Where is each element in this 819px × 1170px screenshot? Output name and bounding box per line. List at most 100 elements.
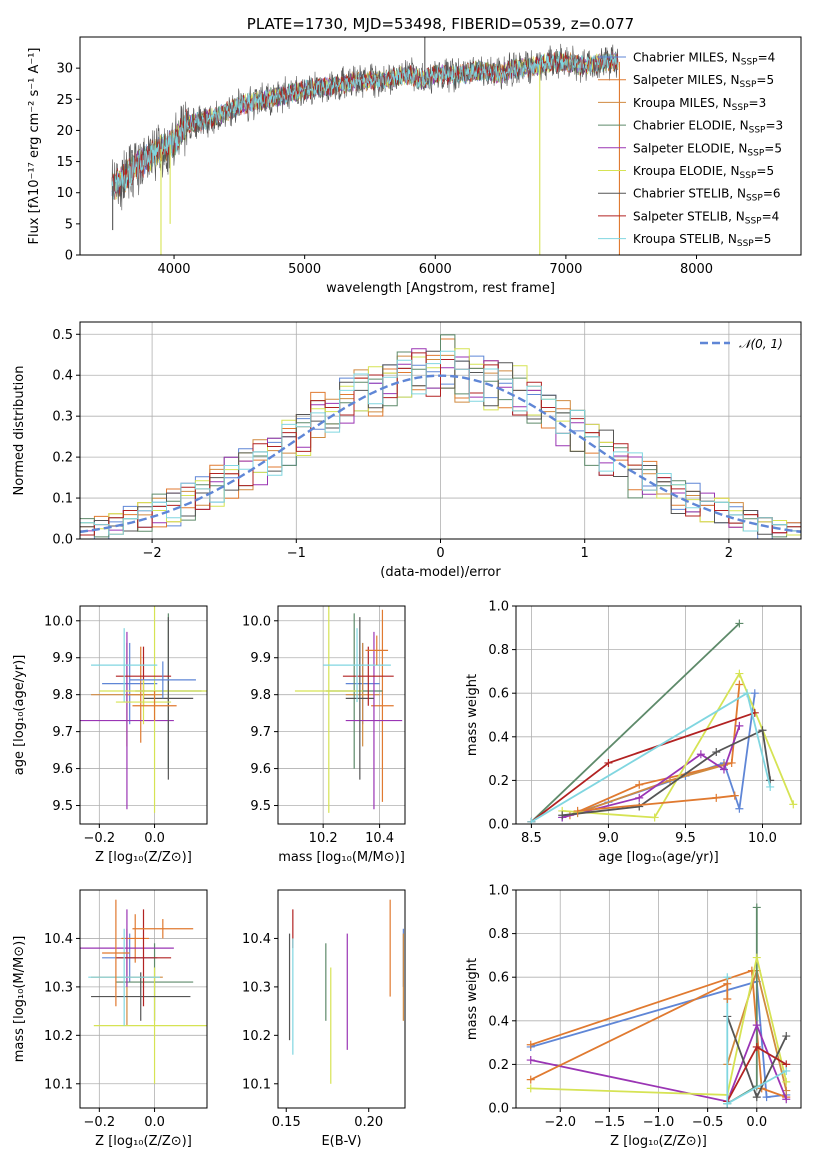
legend-entry: Chabrier STELIB, NSSP=6 <box>598 187 781 204</box>
x-tick-label: 10.2 <box>309 831 338 846</box>
weight-point <box>735 680 744 689</box>
legend-entry: Chabrier ELODIE, NSSP=3 <box>598 119 783 136</box>
y-axis-label: Flux [fλ10⁻¹⁷ erg cm⁻² s⁻¹ A⁻¹] <box>27 48 42 245</box>
x-tick-label: 1 <box>581 546 589 561</box>
panel-weight-vs-z: −2.0 −1.5 −1.0 −0.5 0.0 0.0 0.2 0.4 0.6 0.8 1.0 Z [… <box>465 884 802 1149</box>
y-tick-label: 10 <box>56 186 73 201</box>
legend-label: Salpeter MILES, NSSP=5 <box>633 73 774 90</box>
legend-label: Salpeter ELODIE, NSSP=5 <box>633 141 782 158</box>
y-tick-label: 10.0 <box>242 614 271 629</box>
panel-mass-vs-z: −0.2 0.0 10.1 10.2 10.3 10.4 Z [log₁₀(Z/Z⊙)] ma… <box>12 889 208 1149</box>
y-tick-label: 20 <box>56 124 73 139</box>
plot-area <box>527 619 798 824</box>
x-tick-label: −1.0 <box>643 1115 675 1130</box>
x-tick-label: −2 <box>143 546 162 561</box>
y-tick-label: 0.4 <box>52 369 73 384</box>
x-axis-label: Z [log₁₀(Z/Z⊙)] <box>95 850 192 865</box>
y-tick-label: 0.6 <box>488 971 509 986</box>
y-tick-label: 10.4 <box>44 932 73 947</box>
weight-point <box>666 776 675 785</box>
weight-point <box>723 979 732 988</box>
x-tick-label: −1.5 <box>594 1115 626 1130</box>
x-tick-label: 10.4 <box>365 831 394 846</box>
y-tick-label: 1.0 <box>488 884 509 899</box>
panel-mass-vs-ebv: 0.15 0.20 10.1 10.2 10.3 10.4 E(B-V) <box>242 889 406 1149</box>
weight-point <box>723 995 732 1003</box>
y-tick-label: 9.7 <box>52 725 73 740</box>
y-tick-label: 0.2 <box>488 1058 509 1073</box>
plot-area <box>80 334 801 539</box>
weight-point <box>635 780 644 789</box>
weight-point <box>719 765 728 774</box>
x-axis-label: age [log₁₀(age/yr)] <box>598 850 719 865</box>
y-tick-label: 9.7 <box>250 725 271 740</box>
x-tick-label: 0.0 <box>746 1115 767 1130</box>
weight-point <box>758 726 767 735</box>
x-axis-label: mass [log₁₀(M/M⊙)] <box>278 850 405 865</box>
legend-label: Chabrier STELIB, NSSP=6 <box>633 187 781 204</box>
weight-point <box>782 1077 791 1086</box>
weight-point <box>752 1093 761 1102</box>
weight-point <box>752 1021 761 1030</box>
weight-point <box>782 1066 791 1075</box>
y-tick-label: 10.3 <box>44 980 73 995</box>
weight-point <box>750 689 759 698</box>
y-tick-label: 15 <box>56 155 73 170</box>
weight-line <box>530 957 788 1096</box>
y-tick-label: 0.5 <box>52 328 73 343</box>
weight-point <box>723 1099 732 1108</box>
weight-point <box>526 1084 535 1093</box>
legend-label: Chabrier ELODIE, NSSP=3 <box>633 119 783 136</box>
y-tick-label: 9.5 <box>250 799 271 814</box>
weight-point <box>573 806 582 815</box>
y-tick-label: 1.0 <box>488 600 509 615</box>
y-tick-label: 9.8 <box>52 688 73 703</box>
y-tick-label: 0.8 <box>488 643 509 658</box>
plot-area <box>80 606 207 813</box>
x-tick-label: 2 <box>725 546 733 561</box>
legend-entry: Kroupa MILES, NSSP=3 <box>598 96 766 113</box>
x-axis-label: E(B-V) <box>321 1134 361 1149</box>
legend: Chabrier MILES, NSSP=4 Salpeter MILES, NS… <box>598 51 783 249</box>
x-tick-label: 0.15 <box>272 1115 301 1130</box>
y-tick-label: 9.5 <box>52 799 73 814</box>
legend-entry: Kroupa STELIB, NSSP=5 <box>598 232 771 249</box>
y-tick-label: 0.1 <box>52 492 73 507</box>
y-axis-label: mass [log₁₀(M/M⊙)] <box>12 936 27 1063</box>
weight-point <box>752 953 761 962</box>
legend-entry: Salpeter ELODIE, NSSP=5 <box>598 141 782 158</box>
x-tick-label: 0 <box>436 546 444 561</box>
weight-point <box>782 1095 791 1104</box>
legend-label: Kroupa ELODIE, NSSP=5 <box>633 164 774 181</box>
x-tick-label: −2.0 <box>544 1115 576 1130</box>
x-tick-label: −0.2 <box>84 831 116 846</box>
chart-title: PLATE=1730, MJD=53498, FIBERID=0539, z=0… <box>247 15 634 33</box>
y-tick-label: 10.2 <box>44 1029 73 1044</box>
panel-age-vs-mass: 10.2 10.4 9.5 9.6 9.7 9.8 9.9 10.0 mass [log₁₀(M… <box>242 605 406 865</box>
y-tick-label: 0.0 <box>52 533 73 548</box>
legend-label: Salpeter STELIB, NSSP=4 <box>633 209 779 226</box>
weight-point <box>766 782 775 791</box>
weight-point <box>526 1075 535 1084</box>
x-tick-label: 0.0 <box>144 1115 165 1130</box>
weight-point <box>735 669 744 678</box>
weight-point <box>558 811 567 820</box>
x-axis-label: wavelength [Angstrom, rest frame] <box>326 281 555 296</box>
weight-point <box>526 1056 535 1065</box>
legend-label: Chabrier MILES, NSSP=4 <box>633 51 775 68</box>
legend-entry: Chabrier MILES, NSSP=4 <box>598 51 775 68</box>
legend-label: 𝒩(0, 1) <box>739 337 783 351</box>
weight-point <box>635 793 644 802</box>
weight-point <box>696 750 705 759</box>
weight-point <box>735 804 744 813</box>
y-tick-label: 0.0 <box>488 1102 509 1117</box>
plot-area <box>111 37 620 255</box>
weight-line <box>561 693 756 819</box>
x-tick-label: 9.0 <box>598 831 619 846</box>
weight-point <box>526 1040 535 1049</box>
histogram-series <box>80 350 801 539</box>
y-tick-label: 0.2 <box>488 774 509 789</box>
weight-point <box>527 817 536 824</box>
weight-point <box>712 748 721 757</box>
x-tick-label: 10.0 <box>748 831 777 846</box>
